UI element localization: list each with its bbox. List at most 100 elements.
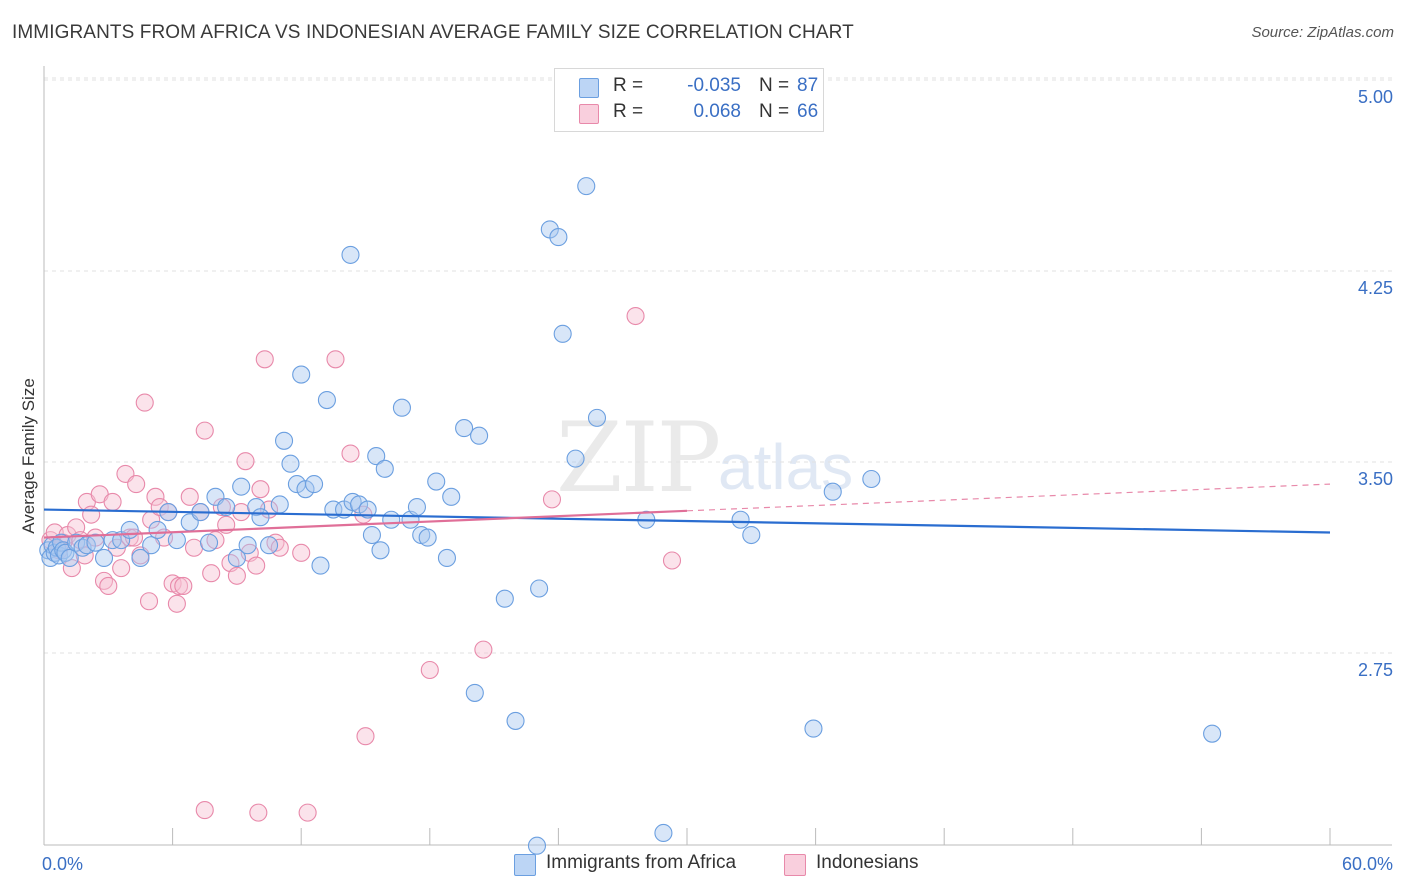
point-indonesians xyxy=(195,421,214,440)
point-africa xyxy=(247,497,266,517)
bottom-legend-label-africa: Immigrants from Africa xyxy=(546,852,737,873)
point-indonesians xyxy=(202,564,221,583)
legend-r-label: R = xyxy=(613,75,644,96)
point-africa xyxy=(148,520,167,539)
point-africa xyxy=(305,475,324,494)
point-indonesians xyxy=(135,393,154,412)
point-africa xyxy=(1203,724,1222,743)
point-africa xyxy=(823,482,842,501)
point-africa xyxy=(341,245,360,264)
point-africa xyxy=(587,408,607,427)
point-indonesians xyxy=(298,803,317,822)
x-tick-labels: 0.0% 60.0% xyxy=(42,854,1393,874)
point-indonesians xyxy=(341,444,360,463)
point-africa xyxy=(232,477,251,496)
bottom-legend-label-indonesians: Indonesians xyxy=(816,852,919,873)
point-africa xyxy=(167,531,186,550)
point-indonesians xyxy=(180,487,199,506)
point-africa xyxy=(549,228,568,247)
point-indonesians xyxy=(662,551,682,570)
point-indonesians xyxy=(292,543,311,562)
point-indonesians xyxy=(247,556,266,575)
point-africa xyxy=(731,510,750,529)
axes xyxy=(43,66,1392,846)
point-africa xyxy=(506,711,525,730)
legend-swatch-indonesians xyxy=(579,104,599,124)
point-indonesians xyxy=(420,660,439,680)
point-africa xyxy=(259,536,279,555)
point-africa xyxy=(275,431,294,450)
point-africa xyxy=(217,497,236,517)
legend-n-label: N = xyxy=(759,101,790,122)
point-indonesians xyxy=(195,801,214,820)
point-africa xyxy=(251,508,270,527)
y-tick-labels: 2.75 3.50 4.25 5.00 xyxy=(1358,87,1393,680)
legend-swatch-africa xyxy=(579,78,599,98)
point-indonesians xyxy=(167,594,186,613)
point-africa xyxy=(407,497,426,517)
point-indonesians xyxy=(626,306,645,326)
point-indonesians xyxy=(127,475,146,494)
point-africa xyxy=(358,500,377,519)
point-africa xyxy=(371,541,390,560)
point-africa xyxy=(281,454,300,473)
point-africa xyxy=(527,836,547,855)
series-africa-points xyxy=(39,177,1222,855)
point-africa xyxy=(317,391,336,410)
point-africa xyxy=(142,536,161,555)
point-indonesians xyxy=(236,452,255,471)
point-indonesians xyxy=(212,497,231,517)
legend-r-value: 0.068 xyxy=(693,101,741,122)
point-africa xyxy=(495,589,514,608)
legend-n-label: N = xyxy=(759,75,790,96)
point-indonesians xyxy=(169,576,189,596)
point-africa xyxy=(392,398,411,417)
gridlines xyxy=(44,77,1392,654)
trend-line-indonesians-extrapolated xyxy=(686,483,1331,512)
legend-n-value: 87 xyxy=(797,75,819,96)
point-africa xyxy=(862,469,881,489)
point-africa xyxy=(94,548,114,567)
y-tick-label: 3.50 xyxy=(1358,469,1393,489)
point-indonesians xyxy=(184,538,204,557)
point-indonesians xyxy=(474,640,493,659)
point-indonesians xyxy=(356,727,375,746)
trend-lines xyxy=(43,483,1331,539)
point-africa xyxy=(296,480,315,499)
point-africa xyxy=(120,520,139,539)
trend-line-africa xyxy=(43,508,1331,534)
point-africa xyxy=(270,495,289,514)
point-africa xyxy=(418,528,437,547)
trend-line-indonesians xyxy=(43,509,688,539)
point-indonesians xyxy=(249,803,268,822)
point-africa xyxy=(553,324,572,343)
point-africa xyxy=(238,536,257,555)
point-africa xyxy=(131,548,150,567)
point-indonesians xyxy=(103,492,122,511)
point-indonesians xyxy=(99,576,118,596)
point-indonesians xyxy=(112,559,131,578)
chart-title: IMMIGRANTS FROM AFRICA VS INDONESIAN AVE… xyxy=(12,22,854,43)
point-africa xyxy=(455,419,474,438)
legend-r-label: R = xyxy=(613,101,644,122)
y-axis-label: Average Family Size xyxy=(19,378,38,534)
point-africa xyxy=(350,495,369,514)
source-label: Source: ZipAtlas.com xyxy=(1251,24,1394,41)
point-africa xyxy=(52,533,71,552)
point-africa xyxy=(566,449,585,468)
point-africa xyxy=(362,525,381,545)
y-tick-label: 5.00 xyxy=(1358,87,1393,107)
bottom-legend-swatch-indonesians xyxy=(784,854,806,876)
x-tick-label: 60.0% xyxy=(1342,854,1393,874)
point-indonesians xyxy=(82,505,101,524)
point-africa xyxy=(442,487,461,506)
point-indonesians xyxy=(174,576,193,596)
point-africa xyxy=(427,472,446,491)
x-tick-label: 0.0% xyxy=(42,854,83,874)
correlation-legend: R = -0.035 N = 87 R = 0.068 N = 66 xyxy=(554,68,824,132)
point-indonesians xyxy=(227,566,246,585)
point-africa xyxy=(742,525,761,545)
point-africa xyxy=(437,548,456,567)
point-africa xyxy=(465,683,484,702)
